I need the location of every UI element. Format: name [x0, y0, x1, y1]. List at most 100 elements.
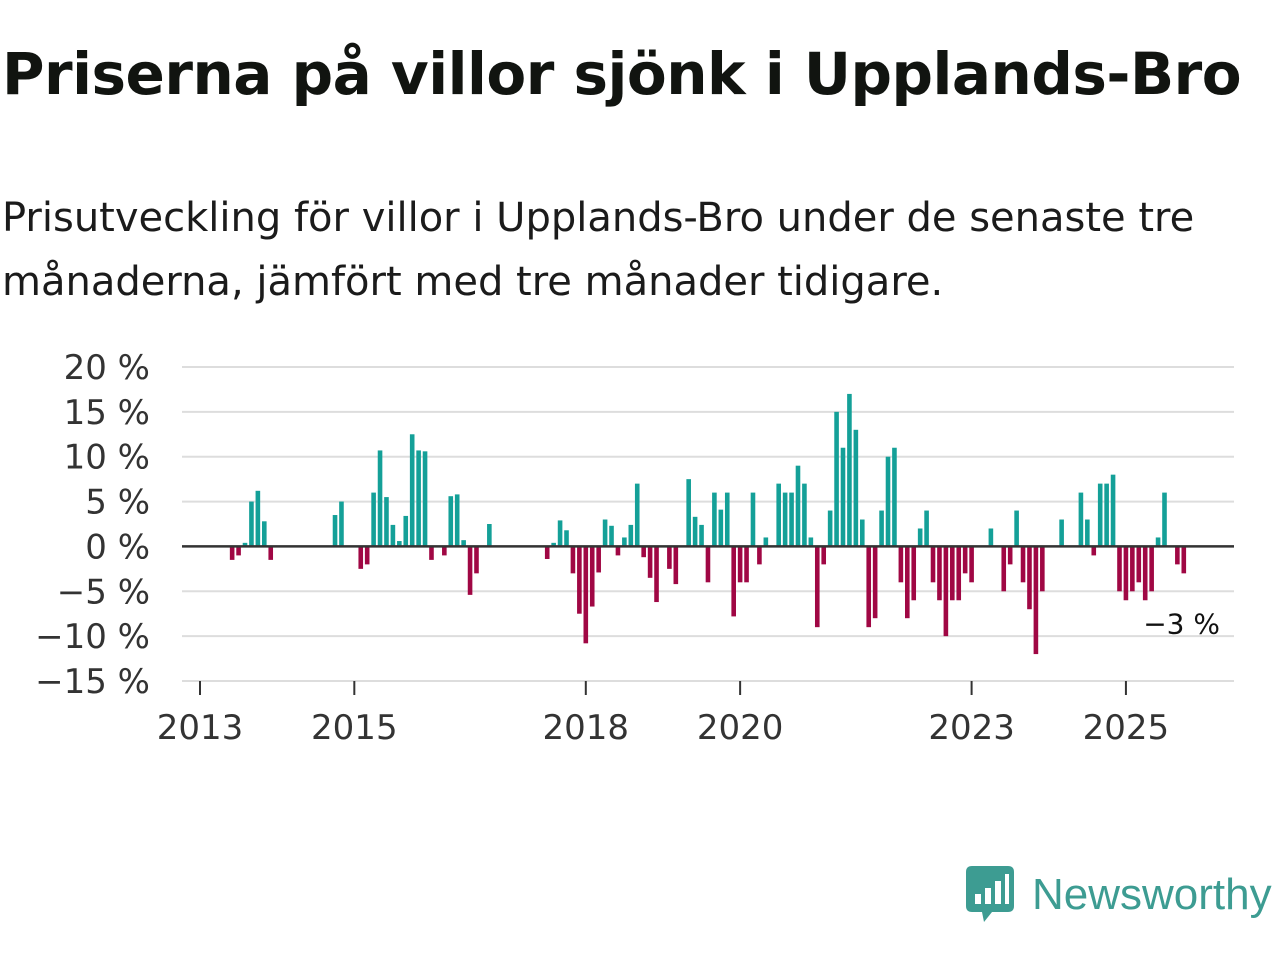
- bar-95: [1014, 510, 1019, 547]
- bar-15: [397, 541, 402, 547]
- y-tick-label: 15 %: [64, 393, 150, 433]
- bar-13: [384, 497, 389, 547]
- bar-8: [339, 501, 344, 547]
- bar-14: [390, 524, 396, 547]
- bar-63: [789, 492, 794, 547]
- bar-46: [667, 546, 672, 569]
- bar-6: [268, 546, 274, 560]
- bar-64: [795, 465, 801, 547]
- x-tick-label: 2018: [543, 708, 630, 740]
- bar-104: [1097, 483, 1103, 547]
- bar-43: [641, 546, 646, 558]
- bar-71: [840, 447, 846, 547]
- y-tick-label: 10 %: [64, 438, 150, 478]
- bar-68: [821, 546, 827, 565]
- labels: 20 % 15 % 10 % 5 %0 % −5 % −10 % −15 %2013 2015…: [35, 348, 1220, 740]
- bar-42: [634, 483, 640, 547]
- x-tick-label: 2025: [1083, 708, 1170, 740]
- bar-59: [757, 546, 762, 565]
- y-tick-label: −15 %: [35, 662, 150, 702]
- bar-75: [866, 546, 872, 628]
- bar-106: [1110, 474, 1116, 547]
- bar-92: [988, 528, 994, 547]
- bar-56: [737, 546, 743, 583]
- bar-12: [377, 450, 383, 547]
- bar-99: [1040, 546, 1045, 592]
- bar-51: [705, 546, 711, 583]
- bar-28: [544, 546, 550, 559]
- bar-38: [609, 525, 614, 547]
- bar-58: [750, 492, 756, 547]
- bar-100: [1059, 519, 1064, 547]
- bar-52: [712, 492, 717, 547]
- x-tick-label: 2015: [311, 708, 398, 740]
- bar-57: [744, 546, 749, 583]
- bar-97: [1027, 546, 1032, 610]
- bar-2: [242, 542, 248, 547]
- bar-27: [487, 524, 492, 547]
- bars: [229, 393, 1187, 655]
- bar-25: [467, 546, 473, 595]
- bar-37: [602, 519, 608, 547]
- bar-53: [718, 509, 724, 547]
- bar-9: [358, 546, 364, 569]
- bar-79: [892, 447, 897, 547]
- bar-1: [236, 546, 241, 556]
- y-tick-label: −5 %: [57, 572, 150, 612]
- bar-49: [692, 516, 698, 547]
- bar-89: [956, 546, 962, 601]
- bar-70: [834, 411, 839, 547]
- bar-19: [422, 451, 428, 547]
- bar-107: [1117, 546, 1122, 592]
- bar-31: [564, 530, 569, 547]
- newsworthy-logo: Newsworthy: [964, 864, 1272, 926]
- bar-105: [1104, 483, 1109, 547]
- bar-3: [249, 501, 254, 547]
- bar-0: [229, 546, 235, 560]
- bar-87: [943, 546, 949, 637]
- bar-47: [673, 546, 679, 585]
- bar-54: [724, 492, 730, 547]
- bar-34: [583, 546, 589, 644]
- price-change-bar-chart: 20 % 15 % 10 % 5 %0 % −5 % −10 % −15 %2013 2015…: [35, 348, 1234, 740]
- chart-title: Priserna på villor sjönk i Upplands-Bro: [2, 40, 1242, 108]
- bar-10: [364, 546, 370, 565]
- bar-85: [930, 546, 936, 583]
- bar-88: [950, 546, 955, 601]
- bar-102: [1085, 519, 1090, 547]
- bar-55: [731, 546, 736, 617]
- bar-40: [622, 537, 627, 547]
- bar-41: [628, 524, 634, 547]
- bar-18: [416, 450, 421, 547]
- x-tick-label: 2020: [697, 708, 784, 740]
- bar-82: [911, 546, 917, 601]
- bar-108: [1123, 546, 1129, 601]
- bar-5: [262, 521, 267, 547]
- bar-30: [557, 520, 563, 547]
- bar-11: [371, 492, 376, 547]
- bar-109: [1130, 546, 1135, 592]
- x-tick-label: 2023: [928, 708, 1015, 740]
- bar-61: [776, 483, 781, 547]
- bar-24: [461, 540, 466, 547]
- chart-subtitle: Prisutveckling för villor i Upplands-Bro…: [2, 195, 1195, 305]
- bar-101: [1078, 492, 1084, 547]
- bar-110: [1136, 546, 1142, 583]
- bar-103: [1091, 546, 1097, 556]
- bar-66: [808, 537, 814, 547]
- bar-77: [879, 510, 884, 547]
- bar-26: [474, 546, 479, 574]
- bar-50: [699, 524, 704, 547]
- bar-69: [827, 510, 833, 547]
- bar-81: [905, 546, 910, 619]
- bar-22: [448, 496, 454, 547]
- bar-7: [332, 515, 338, 547]
- bar-83: [917, 528, 923, 547]
- bar-80: [898, 546, 904, 583]
- brand-name: Newsworthy: [1032, 870, 1272, 919]
- bar-78: [885, 456, 891, 547]
- bar-111: [1142, 546, 1148, 601]
- grid-lines: [182, 366, 1234, 682]
- bar-23: [454, 494, 460, 547]
- bar-116: [1181, 546, 1187, 574]
